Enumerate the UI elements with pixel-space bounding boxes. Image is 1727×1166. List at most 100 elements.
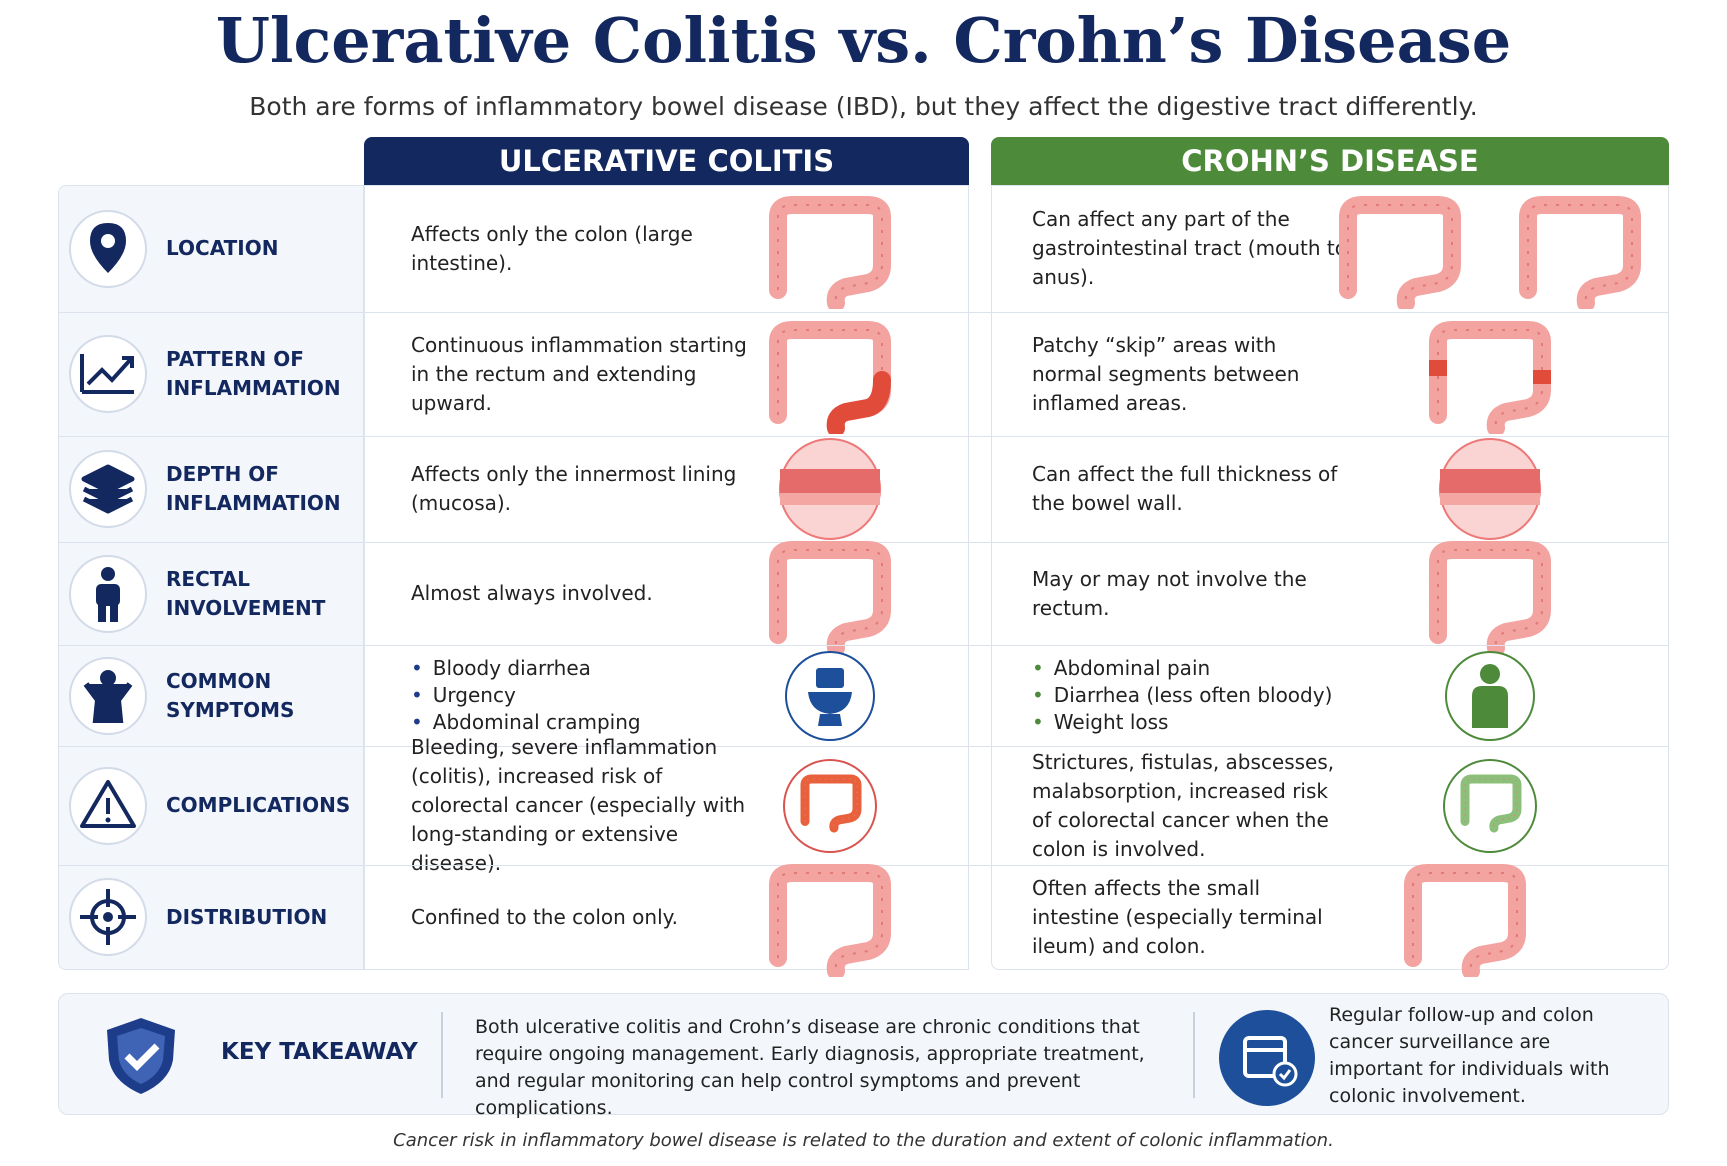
cell-text: Can affect any part of the gastrointesti…: [1032, 207, 1347, 289]
row-label: COMMON SYMPTOMS: [166, 645, 356, 746]
title: Ulcerative Colitis vs. Crohn’s Disease: [215, 4, 1512, 77]
uc-text: Affects only the innermost lining (mucos…: [411, 436, 761, 542]
cell-text: Patchy “skip” areas with normal segments…: [1032, 332, 1300, 415]
uc-column: [364, 185, 969, 970]
icon: [69, 766, 147, 845]
row-label-text: RECTAL INVOLVEMENT: [166, 566, 326, 620]
column-header: CROHN’S DISEASE: [991, 137, 1669, 186]
cd-text: Often affects the small intestine (espec…: [1032, 865, 1352, 969]
bullet-item: Bloody diarrhea: [411, 655, 641, 682]
illustration-art: [785, 650, 875, 741]
bullet-list: Abdominal painDiarrhea (less often blood…: [1032, 655, 1333, 736]
uc-text: Bleeding, severe inflammation (colitis),…: [411, 735, 761, 875]
row-icon: [68, 334, 148, 414]
row-icon: [68, 209, 148, 289]
cell-text: Continuous inflammation starting in the …: [411, 332, 747, 415]
uc-text: Continuous inflammation starting in the …: [411, 312, 761, 436]
cell-text: May or may not involve the rectum.: [1032, 566, 1307, 620]
illustration: [1420, 636, 1560, 756]
illustration-art: [1519, 195, 1641, 312]
takeaway-label: KEY TAKEAWAY: [221, 1039, 418, 1065]
illustration-art: [783, 758, 877, 853]
illustration: [1420, 746, 1560, 866]
illustration-art: [769, 195, 891, 312]
cd-text: Can affect the full thickness of the bow…: [1032, 436, 1342, 542]
row-label: COMPLICATIONS: [166, 746, 356, 865]
row-icon: [68, 877, 148, 957]
row-label-text: COMMON SYMPTOMS: [166, 668, 295, 722]
illustration-art: [1404, 864, 1526, 980]
illustration: [760, 857, 900, 980]
row-label: DISTRIBUTION: [166, 865, 356, 969]
icon: [69, 335, 147, 413]
cell-text: Strictures, fistulas, abscesses, malabso…: [1032, 749, 1335, 861]
row-label-text: COMPLICATIONS: [166, 793, 351, 817]
illustration-art: [779, 438, 881, 540]
icon: [69, 209, 147, 288]
cell-text: Almost always involved.: [411, 581, 653, 605]
illustration-art: [769, 540, 891, 657]
illustration: [1420, 314, 1560, 437]
icon: [69, 656, 147, 735]
row-label: DEPTH OF INFLAMMATION: [166, 436, 356, 542]
illustration: [760, 746, 900, 866]
row-label-text: LOCATION: [166, 236, 279, 260]
illustration-art: [769, 864, 891, 980]
illustration-art: [769, 321, 891, 437]
icon: [69, 450, 147, 528]
row-icon: [68, 656, 148, 736]
bullet-item: Diarrhea (less often bloody): [1032, 682, 1333, 709]
illustration: [760, 189, 900, 312]
row-icon: [68, 449, 148, 529]
illustration: [1330, 189, 1470, 312]
calendar-icon: [1219, 1010, 1315, 1106]
uc-text: Affects only the colon (large intestine)…: [411, 185, 761, 312]
illustration: [760, 429, 900, 549]
row-divider: [58, 436, 1669, 437]
illustration: [760, 534, 900, 657]
takeaway-box: KEY TAKEAWAY Both ulcerative colitis and…: [58, 993, 1669, 1119]
divider: [1193, 1012, 1195, 1098]
cell-text: Affects only the colon (large intestine)…: [411, 221, 693, 275]
cd-column: [991, 185, 1669, 970]
illustration: [1395, 857, 1535, 980]
row-icon: [68, 766, 148, 846]
cd-text: Can affect any part of the gastrointesti…: [1032, 185, 1352, 312]
illustration-art: [1445, 650, 1535, 741]
illustration-art: [1443, 758, 1537, 853]
bullet-item: Abdominal cramping: [411, 709, 641, 736]
takeaway-note: Regular follow-up and colon cancer surve…: [1329, 1004, 1610, 1107]
cell-text: Affects only the innermost lining (mucos…: [411, 462, 737, 515]
illustration: [760, 636, 900, 756]
uc-text: Almost always involved.: [411, 542, 761, 645]
uc-text: Bloody diarrheaUrgencyAbdominal cramping: [411, 645, 761, 746]
row-label-text: DISTRIBUTION: [166, 904, 328, 929]
illustration: [1420, 534, 1560, 657]
cell-text: Can affect the full thickness of the bow…: [1032, 462, 1338, 515]
takeaway-text: Both ulcerative colitis and Crohn’s dise…: [475, 1016, 1145, 1119]
row-icon: [68, 554, 148, 634]
cd-text: Strictures, fistulas, abscesses, malabso…: [1032, 746, 1342, 865]
row-divider: [58, 312, 1669, 313]
bullet-item: Weight loss: [1032, 709, 1332, 736]
row-divider: [58, 746, 1669, 747]
illustration-art: [1429, 540, 1551, 657]
illustration-art: [1339, 195, 1461, 312]
icon: [69, 554, 147, 633]
shield-icon: [107, 1018, 175, 1094]
bullet-list: Bloody diarrheaUrgencyAbdominal cramping: [411, 655, 641, 736]
row-label: PATTERN OF INFLAMMATION: [166, 312, 356, 436]
bullet-item: Abdominal pain: [1032, 655, 1332, 682]
cd-text: Abdominal painDiarrhea (less often blood…: [1032, 645, 1342, 746]
uc-text: Confined to the colon only.: [411, 865, 761, 969]
row-divider: [58, 645, 1669, 646]
illustration: [1510, 189, 1650, 312]
row-label-text: PATTERN OF INFLAMMATION: [166, 347, 341, 400]
cd-text: May or may not involve the rectum.: [1032, 542, 1342, 645]
cell-text: Confined to the colon only.: [411, 904, 678, 929]
cd-text: Patchy “skip” areas with normal segments…: [1032, 312, 1342, 436]
illustration: [1420, 429, 1560, 549]
column-header: ULCERATIVE COLITIS: [364, 137, 969, 186]
row-label-text: DEPTH OF INFLAMMATION: [166, 462, 341, 515]
